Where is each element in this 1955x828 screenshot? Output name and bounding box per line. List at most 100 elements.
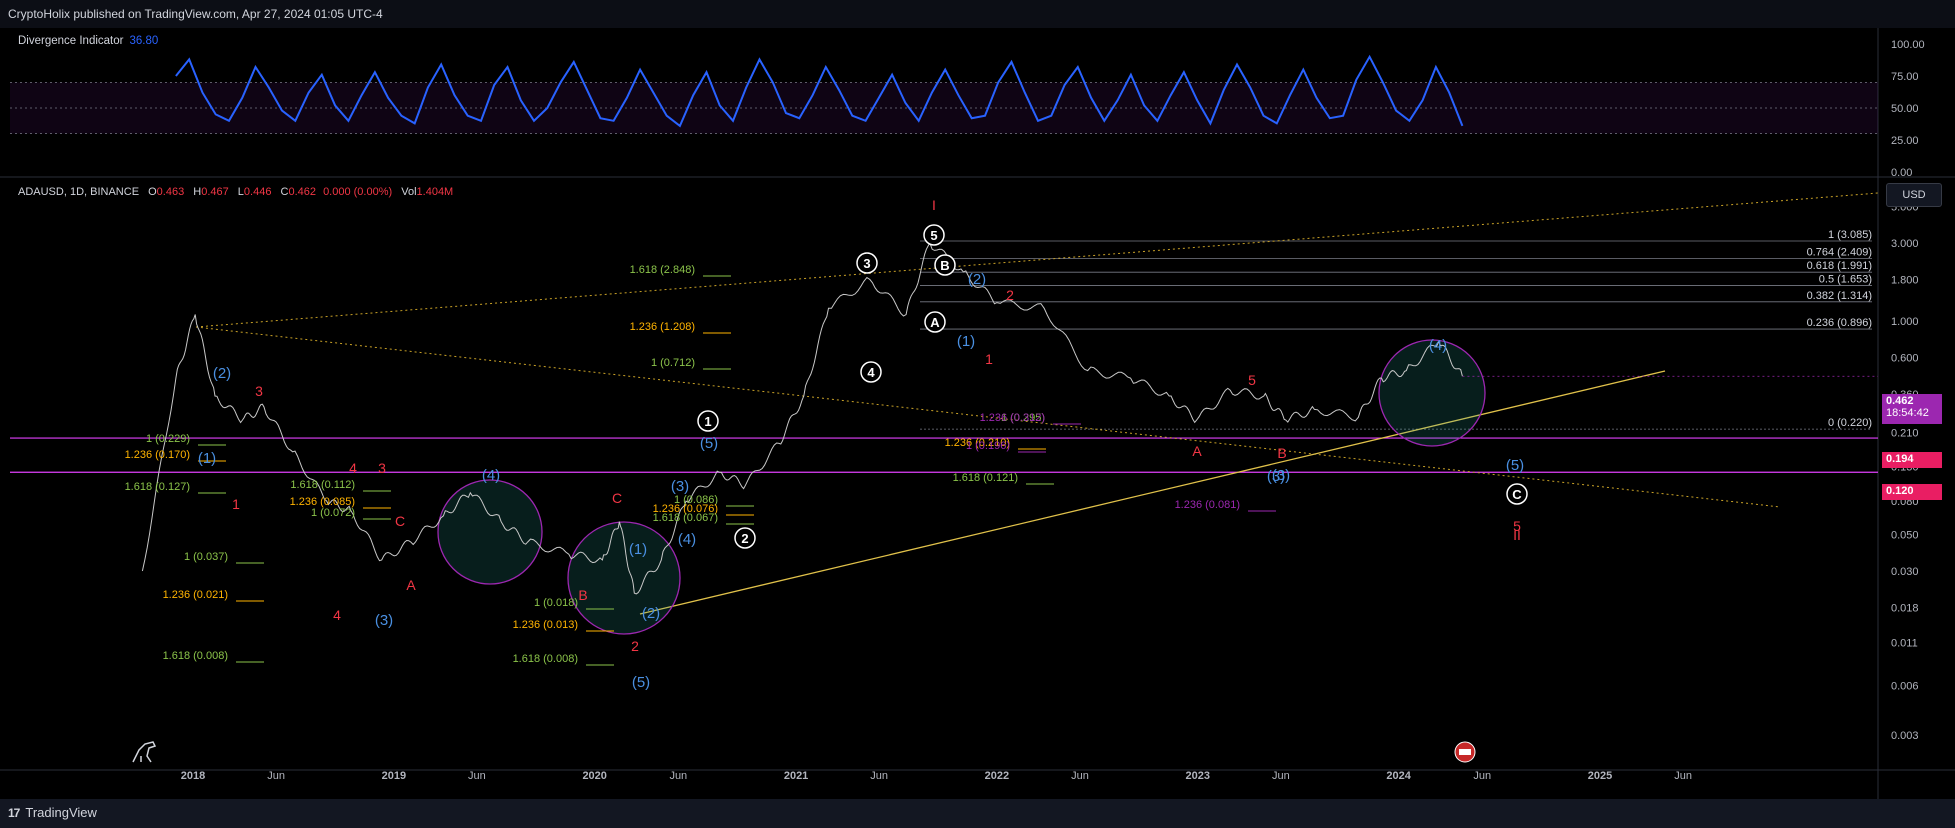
fib-level-label: 0.382 (1.314) [1807,290,1872,302]
price-tick-label: 0.018 [1891,602,1919,614]
dino-icon [132,741,157,763]
indicator-tick-label: 0.00 [1891,167,1912,179]
time-tick-label: Jun [1473,770,1491,782]
close-label: C [280,186,289,198]
fib-extension-label: 1.618 (0.112) [290,479,355,491]
wave-label: (2) [968,271,986,288]
wave-label: (3) [1272,467,1290,484]
time-tick-label: 2018 [181,770,205,782]
wave-label: 3 [378,460,386,476]
publish-info: CryptoHolix published on TradingView.com… [8,7,383,21]
wave-label-circle [697,410,719,432]
symbol-name: ADAUSD, 1D, BINANCE [18,186,140,198]
fib-extension-label: 1 (0.196) [966,440,1010,452]
indicator-tick-label: 25.00 [1891,135,1919,147]
price-tick-label: 0.003 [1891,730,1919,742]
highlight-circle [567,521,681,635]
indicator-tick-label: 75.00 [1891,71,1919,83]
wave-label: (1) [198,450,216,467]
highlight-circle [1378,339,1486,447]
symbol-legend[interactable]: ADAUSD, 1D, BINANCE O0.463 H0.467 L0.446… [18,186,453,198]
fib-level-label: 0 (0.220) [1828,417,1872,429]
rising-support-line [639,370,1666,615]
flag-icon-stripe [1459,749,1471,755]
wave-label: C [1512,487,1522,502]
indicator-line [175,54,1464,128]
level-tag-0120: 0.120 [1882,484,1942,500]
tradingview-logo[interactable]: 17 TradingView [8,805,97,820]
wave-label: B [1277,445,1286,461]
fib-level-label: 0.764 (2.409) [1807,247,1872,259]
time-tick-label: 2021 [784,770,808,782]
close-value: 0.462 [288,186,316,198]
price-tick-label: 0.006 [1891,681,1919,693]
wave-label: 4 [333,607,341,623]
wave-label: A [930,315,940,330]
wave-label-circle [923,224,945,246]
fib-extension-label: 1.236 (0.170) [125,449,190,461]
fib-extension-label: 1 (0.086) [674,494,718,506]
wave-label: (2) [213,365,231,382]
volume-value: 1.404M [416,186,454,198]
fib-extension-label: 1.618 (2.848) [630,264,695,276]
currency-button[interactable]: USD [1886,183,1942,207]
wave-label: (4) [482,467,500,484]
chart-area[interactable]: 100.0075.0050.0025.000.005.0003.0001.800… [0,28,1955,799]
time-tick-label: Jun [267,770,285,782]
fib-extension-label: 1.236 (0.312) [980,412,1045,424]
fib-extension-label: 1.618 (0.008) [163,650,228,662]
wave-label: 4 [349,460,357,476]
open-value: 0.463 [156,186,185,198]
wave-label: I [932,197,936,213]
wave-label: 5 [1248,372,1256,388]
countdown-value: 18:54:42 [1886,407,1929,419]
indicator-legend[interactable]: Divergence Indicator 36.80 [18,35,158,47]
wave-label: (5) [1506,457,1524,474]
wave-label: 2 [631,638,639,654]
level-tag-0194: 0.194 [1882,452,1942,468]
footer-bar [0,799,1955,828]
low-label: L [237,186,244,198]
price-tick-label: 0.011 [1891,637,1918,649]
wave-label: 5 [1513,518,1521,534]
fib-extension-label: 1.236 (0.081) [1175,499,1240,511]
wave-label: (1) [957,333,975,350]
wave-label: 2 [741,531,748,546]
fib-level-label: 0.618 (1.991) [1807,260,1872,272]
fib-level-label: 0.5 (1.653) [1819,273,1872,285]
event-flag-icon [1454,741,1476,763]
fib-extension-label: 1.618 (0.127) [125,481,190,493]
indicator-name: Divergence Indicator [18,35,124,47]
change-value: 0.000 (0.00%) [323,186,393,198]
upper-trendline [195,192,1879,328]
fib-extension-label: 1 (0.037) [184,551,228,563]
wave-label: (4) [678,531,696,548]
level-tag-0194-value: 0.194 [1886,453,1914,465]
wave-label-circle [1506,483,1528,505]
open-label: O [148,186,157,198]
wave-label: 2 [1006,287,1014,303]
time-tick-label: 2025 [1588,770,1612,782]
time-tick-label: Jun [1674,770,1692,782]
wave-label: C [395,513,405,529]
fib-extension-label: 1 (0.072) [311,507,355,519]
fib-extension-label: 1.618 (0.067) [653,512,718,524]
chart-background [0,28,1955,799]
wave-label-circle [856,252,878,274]
price-tick-label: 0.600 [1891,353,1919,365]
wave-label-circle [934,254,956,276]
wave-label: 3 [255,383,263,399]
time-tick-label: Jun [870,770,888,782]
wave-label: (4) [1429,337,1447,354]
wave-label-circle [734,527,756,549]
wave-label: C [612,490,622,506]
high-label: H [193,186,202,198]
time-tick-label: Jun [669,770,687,782]
volume-label: Vol [401,186,417,198]
time-tick-label: 2023 [1186,770,1210,782]
fib-extension-label: 1 (0.018) [534,597,578,609]
wave-label: (3) [671,478,689,495]
low-value: 0.446 [243,186,272,198]
time-tick-label: Jun [1272,770,1290,782]
highlight-circle [437,479,543,585]
